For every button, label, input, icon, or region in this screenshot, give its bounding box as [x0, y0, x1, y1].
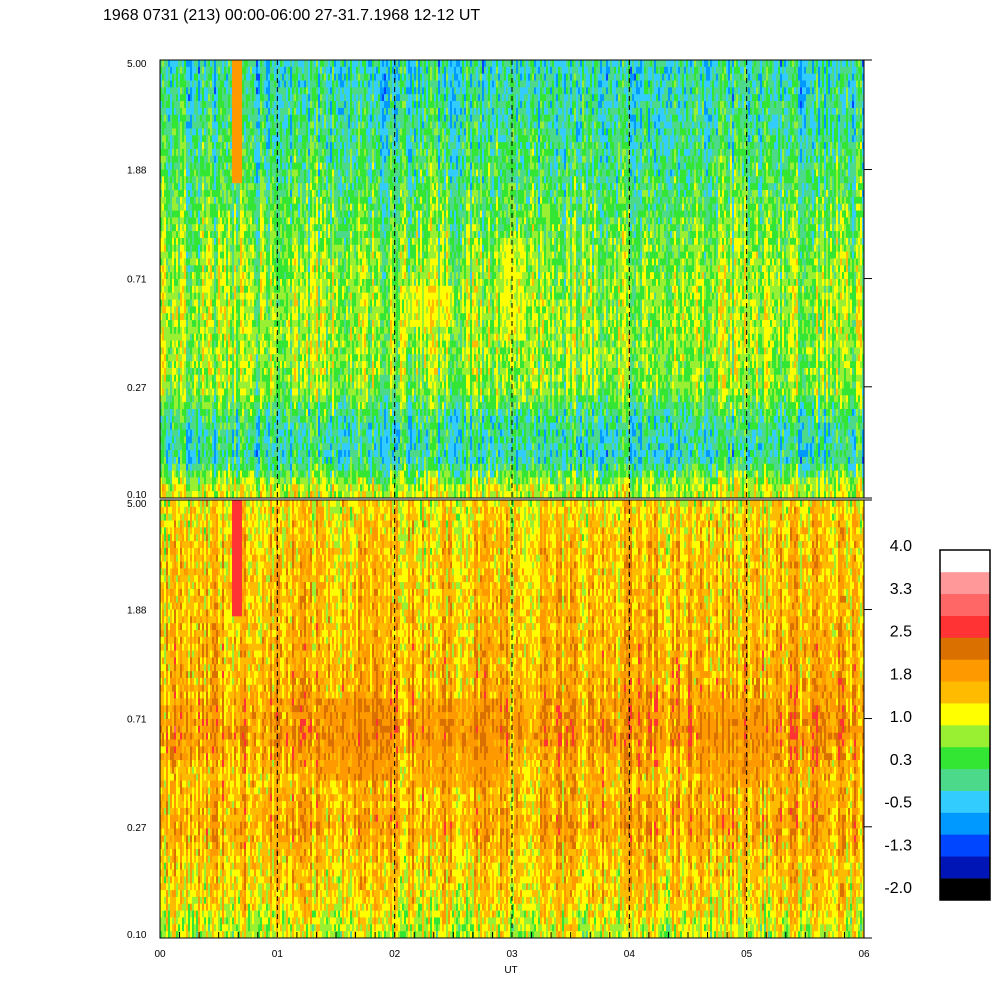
chart-title: 1968 0731 (213) 00:00-06:00 27-31.7.1968… — [103, 7, 480, 24]
